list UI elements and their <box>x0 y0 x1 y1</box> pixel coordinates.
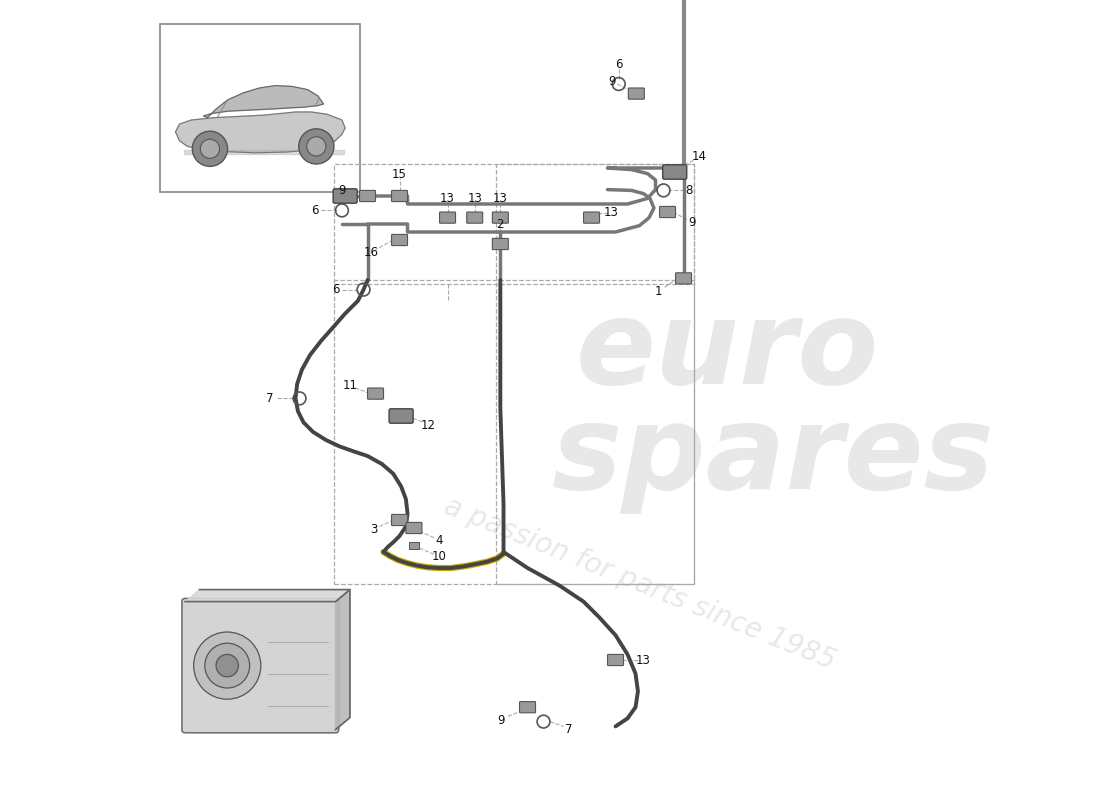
Polygon shape <box>204 86 323 118</box>
FancyBboxPatch shape <box>660 206 675 218</box>
Circle shape <box>307 137 326 156</box>
FancyBboxPatch shape <box>333 189 358 203</box>
FancyBboxPatch shape <box>662 165 686 179</box>
Text: 1: 1 <box>654 285 662 298</box>
Text: 11: 11 <box>342 379 358 392</box>
Bar <box>160 24 360 192</box>
FancyBboxPatch shape <box>628 88 645 99</box>
FancyBboxPatch shape <box>493 212 508 223</box>
FancyBboxPatch shape <box>519 702 536 713</box>
Text: 13: 13 <box>440 192 455 205</box>
Text: 6: 6 <box>311 204 319 217</box>
Text: 9: 9 <box>608 75 616 88</box>
Text: 2: 2 <box>496 218 504 230</box>
FancyBboxPatch shape <box>440 212 455 223</box>
Text: 15: 15 <box>392 168 407 181</box>
FancyBboxPatch shape <box>392 190 407 202</box>
Text: a passion for parts since 1985: a passion for parts since 1985 <box>440 493 839 675</box>
Text: euro: euro <box>575 294 879 410</box>
Bar <box>334 164 694 284</box>
Polygon shape <box>336 590 350 730</box>
Bar <box>409 542 419 549</box>
FancyBboxPatch shape <box>367 388 384 399</box>
FancyBboxPatch shape <box>392 514 407 526</box>
FancyBboxPatch shape <box>389 409 414 423</box>
Circle shape <box>194 632 261 699</box>
Text: 7: 7 <box>266 392 274 405</box>
Text: 10: 10 <box>432 550 447 563</box>
FancyBboxPatch shape <box>675 273 692 284</box>
FancyBboxPatch shape <box>607 654 624 666</box>
Text: 9: 9 <box>497 714 505 726</box>
FancyBboxPatch shape <box>466 212 483 223</box>
Polygon shape <box>185 590 350 602</box>
Text: 13: 13 <box>604 206 619 219</box>
Bar <box>334 280 694 584</box>
Circle shape <box>192 131 228 166</box>
Text: 6: 6 <box>332 283 339 296</box>
Text: 3: 3 <box>371 523 377 536</box>
Text: 9: 9 <box>689 216 696 229</box>
Circle shape <box>299 129 334 164</box>
Text: 13: 13 <box>468 192 482 205</box>
Text: 4: 4 <box>436 534 443 547</box>
Text: spares: spares <box>551 398 994 514</box>
Circle shape <box>205 643 250 688</box>
Text: 16: 16 <box>363 246 378 259</box>
Text: 14: 14 <box>691 150 706 163</box>
Text: 12: 12 <box>421 419 436 432</box>
Bar <box>495 164 694 584</box>
Text: 6: 6 <box>615 58 623 70</box>
Circle shape <box>200 139 220 158</box>
FancyBboxPatch shape <box>360 190 375 202</box>
Text: 7: 7 <box>565 723 573 736</box>
FancyBboxPatch shape <box>583 212 600 223</box>
FancyBboxPatch shape <box>182 598 339 733</box>
Text: 13: 13 <box>636 654 650 666</box>
FancyBboxPatch shape <box>406 522 422 534</box>
Text: 8: 8 <box>685 184 693 197</box>
Text: 9: 9 <box>338 184 345 197</box>
Circle shape <box>216 654 239 677</box>
Text: 13: 13 <box>493 192 508 205</box>
Polygon shape <box>176 112 345 153</box>
FancyBboxPatch shape <box>392 234 407 246</box>
FancyBboxPatch shape <box>493 238 508 250</box>
